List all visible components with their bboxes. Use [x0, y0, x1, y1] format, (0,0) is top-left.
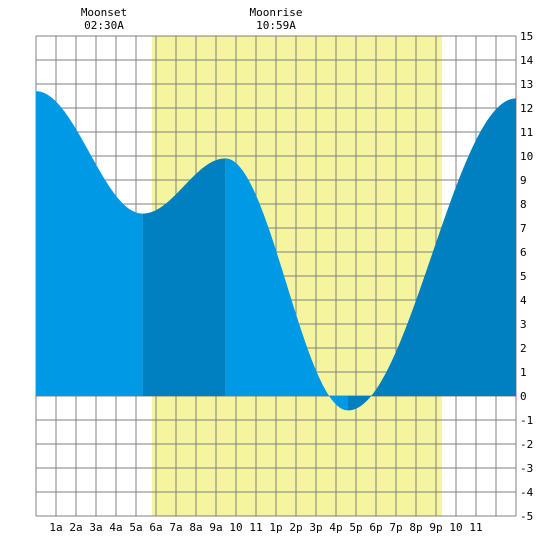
x-tick-label: 3p: [309, 521, 322, 534]
tide-area-light: [36, 91, 143, 396]
x-tick-labels: 1a 2a 3a 4a 5a 6a 7a 8a 9a 10 11 1p 2p 3p 4p 5p 6p 7p 8p 9p…: [49, 521, 482, 534]
y-tick-label: 5: [520, 270, 527, 283]
x-tick-label: 5p: [349, 521, 362, 534]
x-tick-label: 1a: [49, 521, 62, 534]
moonset-label: Moonset: [81, 6, 127, 19]
y-tick-label: 13: [520, 78, 533, 91]
y-tick-label: -1: [520, 414, 533, 427]
x-tick-label: 4p: [329, 521, 342, 534]
y-tick-label: 1: [520, 366, 527, 379]
x-tick-label: 3a: [89, 521, 102, 534]
x-tick-label: 4a: [109, 521, 122, 534]
y-tick-label: -5: [520, 510, 533, 523]
y-tick-label: -3: [520, 462, 533, 475]
x-tick-label: 5a: [129, 521, 142, 534]
y-tick-label: 0: [520, 390, 527, 403]
x-tick-label: 7a: [169, 521, 182, 534]
x-tick-label: 8p: [409, 521, 422, 534]
x-tick-label: 6p: [369, 521, 382, 534]
moonrise-label: Moonrise: [250, 6, 303, 19]
y-tick-label: 8: [520, 198, 527, 211]
tide-layer: [36, 91, 516, 411]
tide-area-light: [225, 158, 348, 411]
x-tick-label: 11: [469, 521, 482, 534]
x-tick-label: 9p: [429, 521, 442, 534]
y-tick-label: 9: [520, 174, 527, 187]
y-tick-label: -2: [520, 438, 533, 451]
moonset-time: 02:30A: [84, 19, 124, 32]
tide-area-dark: [142, 158, 226, 396]
x-tick-label: 9a: [209, 521, 222, 534]
x-tick-label: 2a: [69, 521, 82, 534]
y-tick-label: -4: [520, 486, 534, 499]
x-tick-label: 1p: [269, 521, 282, 534]
y-tick-label: 3: [520, 318, 527, 331]
y-tick-label: 7: [520, 222, 527, 235]
y-tick-label: 4: [520, 294, 527, 307]
y-tick-label: 11: [520, 126, 533, 139]
y-tick-label: 12: [520, 102, 533, 115]
x-tick-label: 2p: [289, 521, 302, 534]
x-tick-label: 10: [449, 521, 462, 534]
x-tick-label: 11: [249, 521, 262, 534]
y-tick-label: 2: [520, 342, 527, 355]
y-tick-label: 15: [520, 30, 533, 43]
tide-area-dark: [348, 98, 516, 411]
moonrise-time: 10:59A: [256, 19, 296, 32]
y-tick-label: 10: [520, 150, 533, 163]
x-tick-label: 7p: [389, 521, 402, 534]
y-tick-label: 14: [520, 54, 534, 67]
x-tick-label: 8a: [189, 521, 202, 534]
x-tick-label: 10: [229, 521, 242, 534]
x-tick-label: 6a: [149, 521, 162, 534]
y-tick-label: 6: [520, 246, 527, 259]
